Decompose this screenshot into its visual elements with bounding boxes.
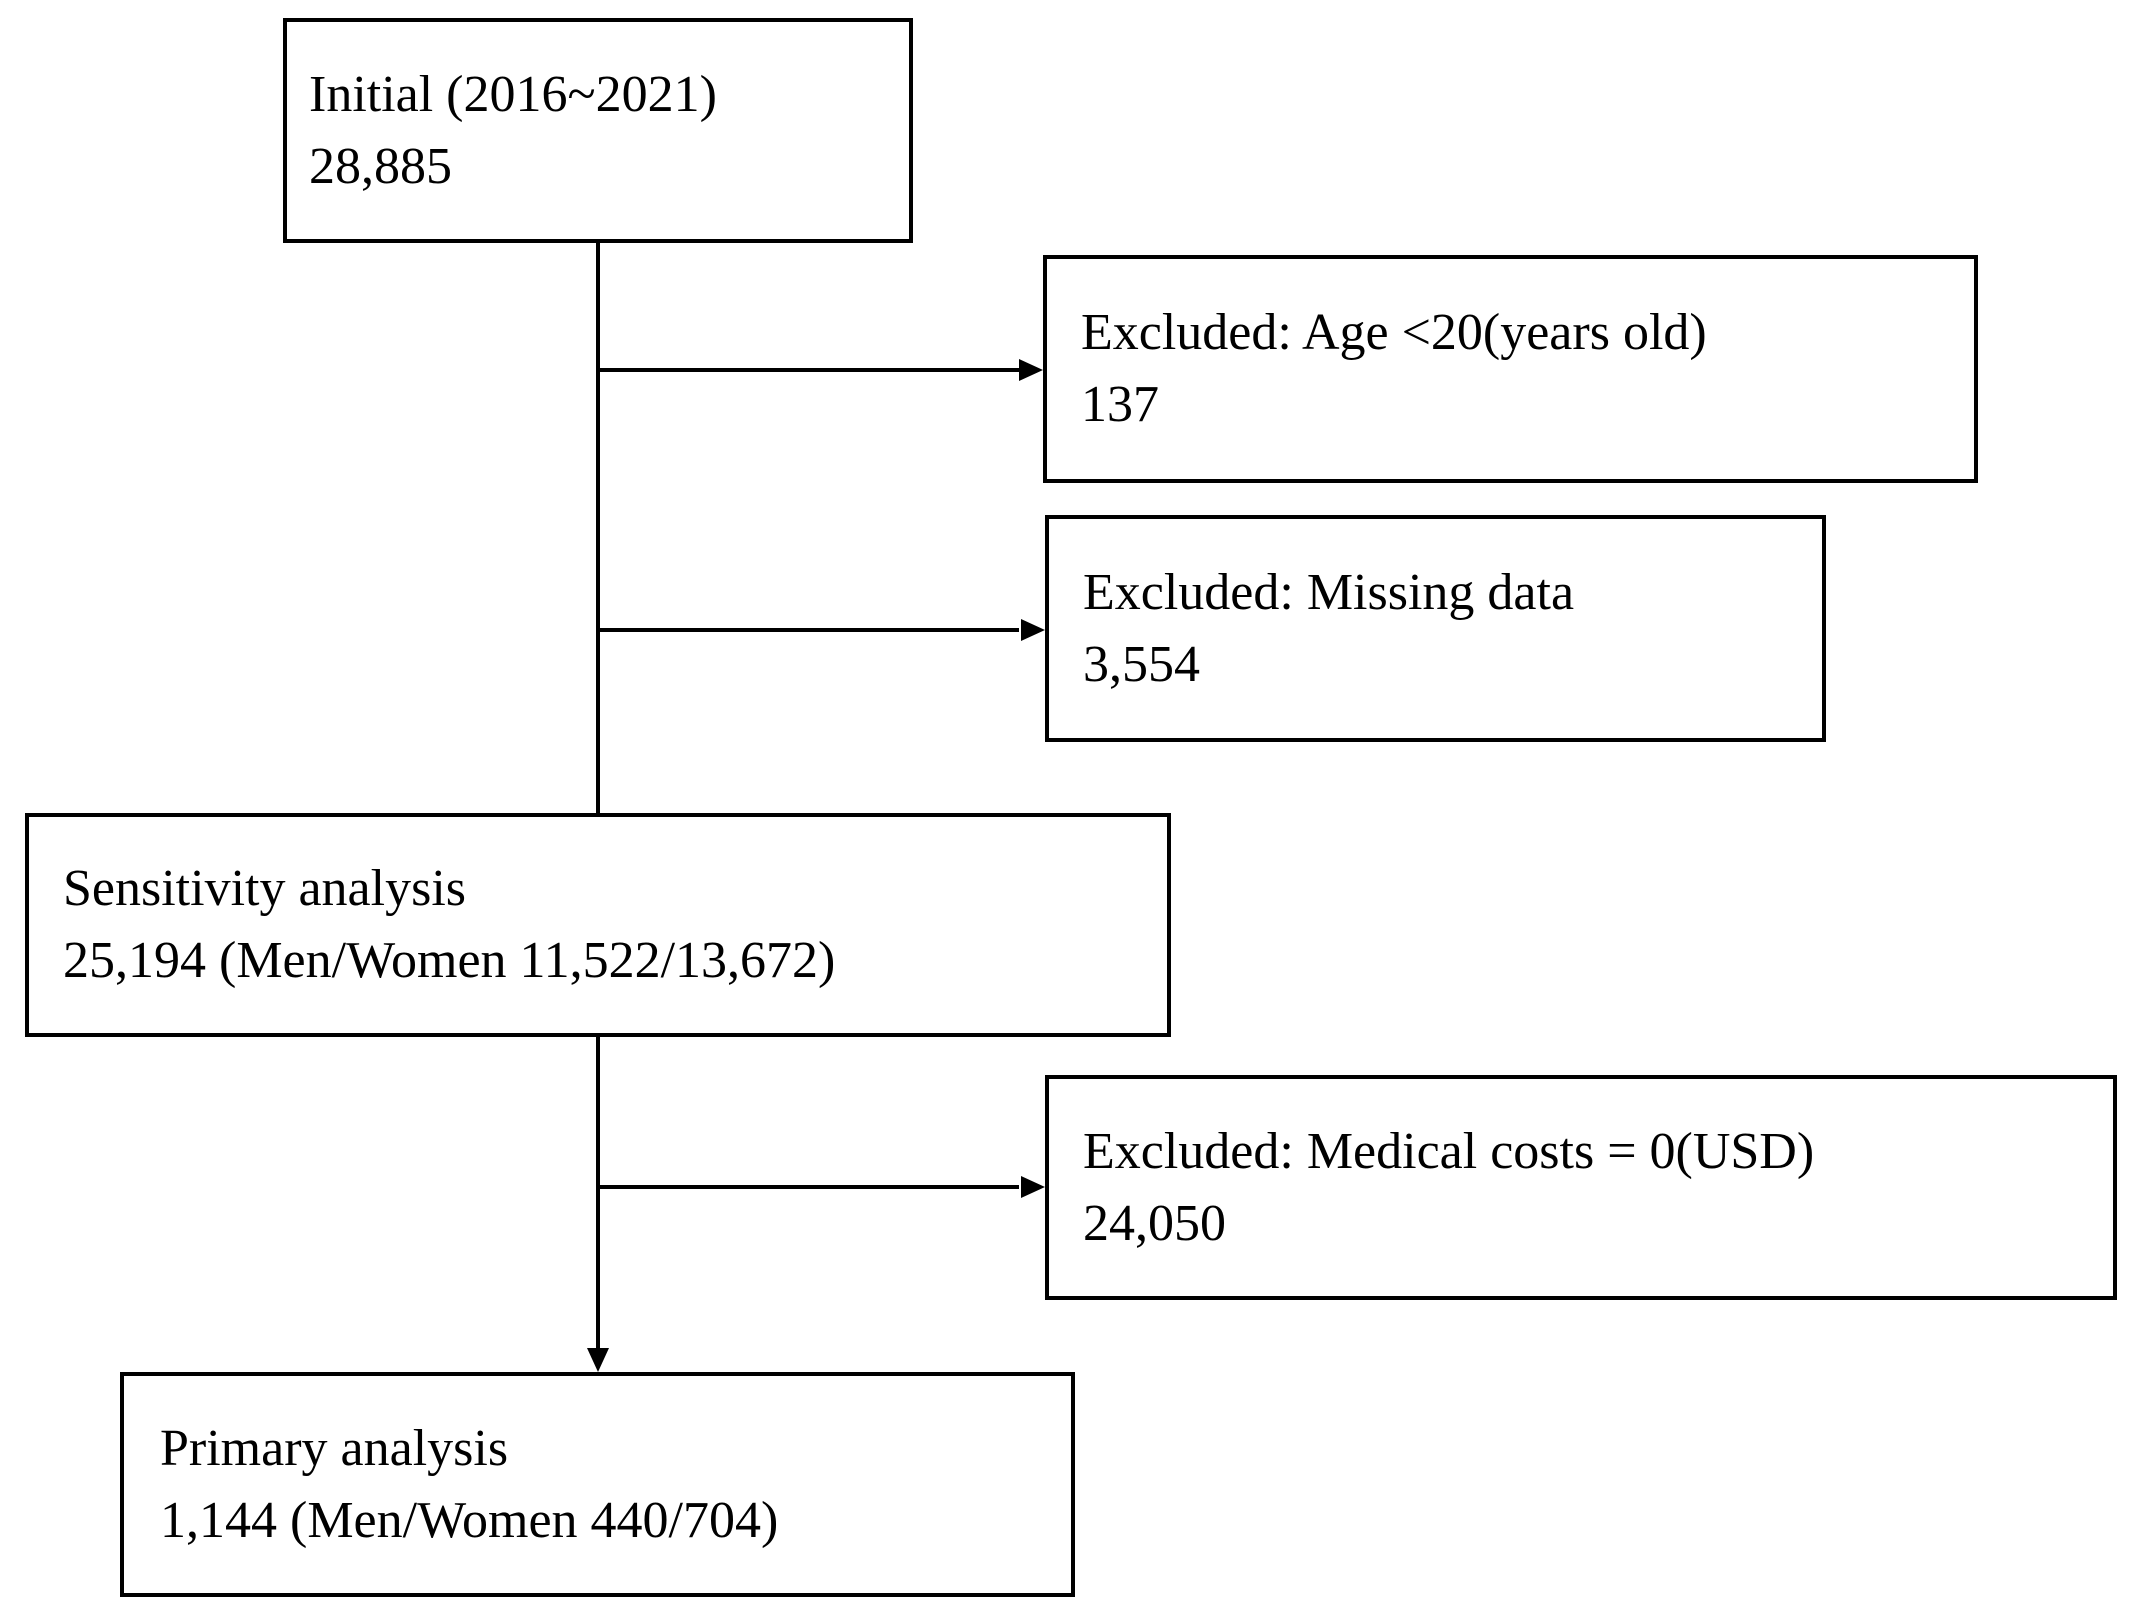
arrowhead-right-icon (1021, 619, 1045, 641)
box-primary-analysis-label: Primary analysis (160, 1419, 509, 1477)
box-excluded-missing-data-count: 3,554 (1083, 635, 1200, 693)
box-primary-analysis: Primary analysis 1,144 (Men/Women 440/70… (120, 1372, 1075, 1597)
connector-initial-to-sensitivity (596, 243, 600, 813)
arrowhead-right-icon (1019, 359, 1043, 381)
box-excluded-age: Excluded: Age <20(years old) 137 (1043, 255, 1978, 483)
connector-sensitivity-to-primary (596, 1037, 600, 1350)
box-sensitivity-analysis-label: Sensitivity analysis (63, 860, 466, 917)
box-initial: Initial (2016~2021) 28,885 (283, 18, 913, 243)
box-excluded-age-label: Excluded: Age <20(years old) (1081, 304, 1707, 361)
box-sensitivity-analysis: Sensitivity analysis 25,194 (Men/Women 1… (25, 813, 1171, 1037)
connector-branch-excluded-medical-cost (598, 1185, 1019, 1189)
connector-branch-excluded-missing-data (598, 628, 1019, 632)
box-excluded-medical-cost-label: Excluded: Medical costs = 0(USD) (1083, 1122, 1815, 1180)
box-sensitivity-analysis-count: 25,194 (Men/Women 11,522/13,672) (63, 932, 836, 989)
box-excluded-medical-cost-count: 24,050 (1083, 1194, 1226, 1252)
box-initial-count: 28,885 (309, 137, 452, 195)
box-excluded-medical-cost: Excluded: Medical costs = 0(USD) 24,050 (1045, 1075, 2117, 1300)
arrowhead-right-icon (1021, 1176, 1045, 1198)
box-primary-analysis-count: 1,144 (Men/Women 440/704) (160, 1491, 779, 1549)
box-excluded-age-count: 137 (1081, 376, 1159, 433)
arrowhead-down-icon (587, 1348, 609, 1372)
box-excluded-missing-data-label: Excluded: Missing data (1083, 563, 1575, 621)
box-initial-label: Initial (2016~2021) (309, 65, 717, 123)
connector-branch-excluded-age (598, 368, 1019, 372)
box-excluded-missing-data: Excluded: Missing data 3,554 (1045, 515, 1826, 742)
